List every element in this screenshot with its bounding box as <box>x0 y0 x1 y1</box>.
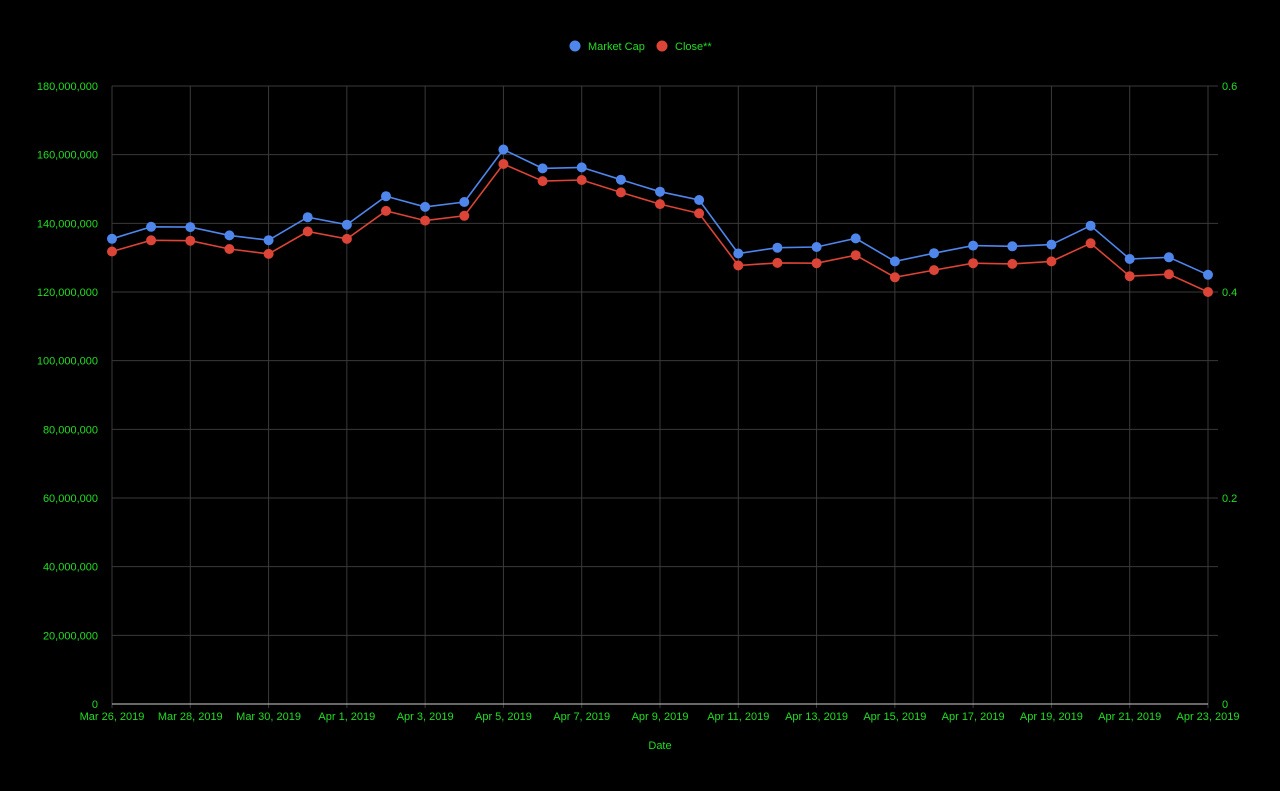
legend[interactable]: Market Cap Close** <box>569 40 713 54</box>
data-point-market-cap[interactable] <box>889 256 900 267</box>
data-point-close[interactable] <box>968 258 979 269</box>
data-point-market-cap[interactable] <box>968 240 979 251</box>
legend-marker-market-cap[interactable] <box>569 40 581 52</box>
y-tick-label: 20,000,000 <box>43 630 98 642</box>
data-point-market-cap[interactable] <box>1163 252 1174 263</box>
x-tick-label: Apr 9, 2019 <box>632 711 689 723</box>
data-point-close[interactable] <box>459 210 470 221</box>
data-point-market-cap[interactable] <box>615 174 626 185</box>
data-point-close[interactable] <box>498 159 509 169</box>
data-point-close[interactable] <box>537 176 548 187</box>
data-point-close[interactable] <box>224 244 235 254</box>
data-point-market-cap[interactable] <box>498 144 509 155</box>
x-axis-title: Date <box>648 740 671 752</box>
data-point-close[interactable] <box>694 208 705 219</box>
data-point-close[interactable] <box>850 250 861 261</box>
x-tick-label: Apr 11, 2019 <box>707 711 769 723</box>
data-point-market-cap[interactable] <box>576 162 587 173</box>
data-point-market-cap[interactable] <box>459 197 470 207</box>
data-point-close[interactable] <box>302 226 313 237</box>
y2-tick-label: 0.2 <box>1222 493 1237 505</box>
grid-layer <box>111 85 1218 708</box>
data-point-market-cap[interactable] <box>263 235 274 246</box>
y-tick-label: 60,000,000 <box>43 493 98 505</box>
data-point-market-cap[interactable] <box>185 222 196 233</box>
x-tick-label: Apr 3, 2019 <box>397 711 454 723</box>
y-tick-label: 100,000,000 <box>37 356 98 368</box>
x-tick-label: Apr 17, 2019 <box>942 711 1005 723</box>
data-point-close[interactable] <box>1124 271 1135 282</box>
y-tick-label: 40,000,000 <box>43 562 98 574</box>
data-point-market-cap[interactable] <box>537 163 548 174</box>
data-point-close[interactable] <box>420 215 431 226</box>
data-point-market-cap[interactable] <box>107 233 117 244</box>
data-point-close[interactable] <box>185 235 196 246</box>
y2-tick-label: 0.6 <box>1222 81 1237 93</box>
data-point-close[interactable] <box>1085 238 1096 249</box>
y-tick-label: 180,000,000 <box>37 81 98 93</box>
y2-tick-label: 0 <box>1222 699 1228 711</box>
data-point-close[interactable] <box>263 248 274 259</box>
data-point-close[interactable] <box>655 199 665 210</box>
x-tick-label: Apr 23, 2019 <box>1177 711 1240 723</box>
data-point-close[interactable] <box>341 233 352 244</box>
data-point-market-cap[interactable] <box>772 242 783 253</box>
data-point-close[interactable] <box>929 265 939 276</box>
axis-layer: 0 20,000,000 40,000,000 60,000,000 80,000,00… <box>37 81 1240 723</box>
y-tick-label: 80,000,000 <box>43 424 98 436</box>
legend-marker-close[interactable] <box>656 40 668 52</box>
x-tick-label: Apr 5, 2019 <box>475 711 532 723</box>
legend-label-market-cap[interactable]: Market Cap <box>588 41 645 53</box>
data-point-market-cap[interactable] <box>655 186 665 197</box>
series-layer <box>107 144 1213 297</box>
data-point-market-cap[interactable] <box>224 230 235 241</box>
x-tick-label: Apr 15, 2019 <box>863 711 926 723</box>
data-point-market-cap[interactable] <box>1046 239 1057 250</box>
x-tick-label: Mar 30, 2019 <box>236 711 301 723</box>
data-point-market-cap[interactable] <box>146 221 157 232</box>
y-tick-label: 140,000,000 <box>37 218 98 230</box>
data-point-market-cap[interactable] <box>1085 220 1096 231</box>
data-point-market-cap[interactable] <box>850 233 861 244</box>
data-point-close[interactable] <box>889 272 900 283</box>
data-point-close[interactable] <box>107 246 117 257</box>
data-point-market-cap[interactable] <box>302 212 313 223</box>
data-point-market-cap[interactable] <box>1124 254 1135 264</box>
y2-tick-label: 0.4 <box>1222 287 1237 299</box>
data-point-market-cap[interactable] <box>811 242 822 252</box>
x-tick-label: Apr 7, 2019 <box>553 711 610 723</box>
data-point-market-cap[interactable] <box>1007 241 1018 252</box>
data-point-close[interactable] <box>811 258 822 269</box>
data-point-close[interactable] <box>1007 258 1018 269</box>
data-point-market-cap[interactable] <box>694 195 705 205</box>
y-tick-label: 160,000,000 <box>37 150 98 162</box>
x-tick-label: Mar 28, 2019 <box>158 711 223 723</box>
data-point-market-cap[interactable] <box>929 248 939 259</box>
data-point-close[interactable] <box>1203 287 1213 297</box>
data-point-market-cap[interactable] <box>381 191 391 202</box>
x-tick-label: Apr 21, 2019 <box>1098 711 1161 723</box>
data-point-market-cap[interactable] <box>1203 269 1213 280</box>
data-point-close[interactable] <box>615 187 626 198</box>
data-point-close[interactable] <box>1046 256 1057 267</box>
y-tick-label: 120,000,000 <box>37 287 98 299</box>
x-tick-label: Apr 19, 2019 <box>1020 711 1083 723</box>
data-point-close[interactable] <box>772 257 783 268</box>
x-tick-label: Apr 1, 2019 <box>318 711 375 723</box>
data-point-close[interactable] <box>1163 269 1174 280</box>
data-point-close[interactable] <box>733 260 744 271</box>
data-point-close[interactable] <box>576 175 587 185</box>
data-point-close[interactable] <box>146 235 157 246</box>
data-point-close[interactable] <box>381 205 391 216</box>
data-point-market-cap[interactable] <box>733 248 744 259</box>
x-tick-label: Apr 13, 2019 <box>785 711 848 723</box>
data-point-market-cap[interactable] <box>420 201 431 212</box>
data-point-market-cap[interactable] <box>341 219 352 230</box>
y-tick-label: 0 <box>92 699 98 711</box>
x-tick-label: Mar 26, 2019 <box>80 711 145 723</box>
legend-label-close[interactable]: Close** <box>675 41 712 53</box>
